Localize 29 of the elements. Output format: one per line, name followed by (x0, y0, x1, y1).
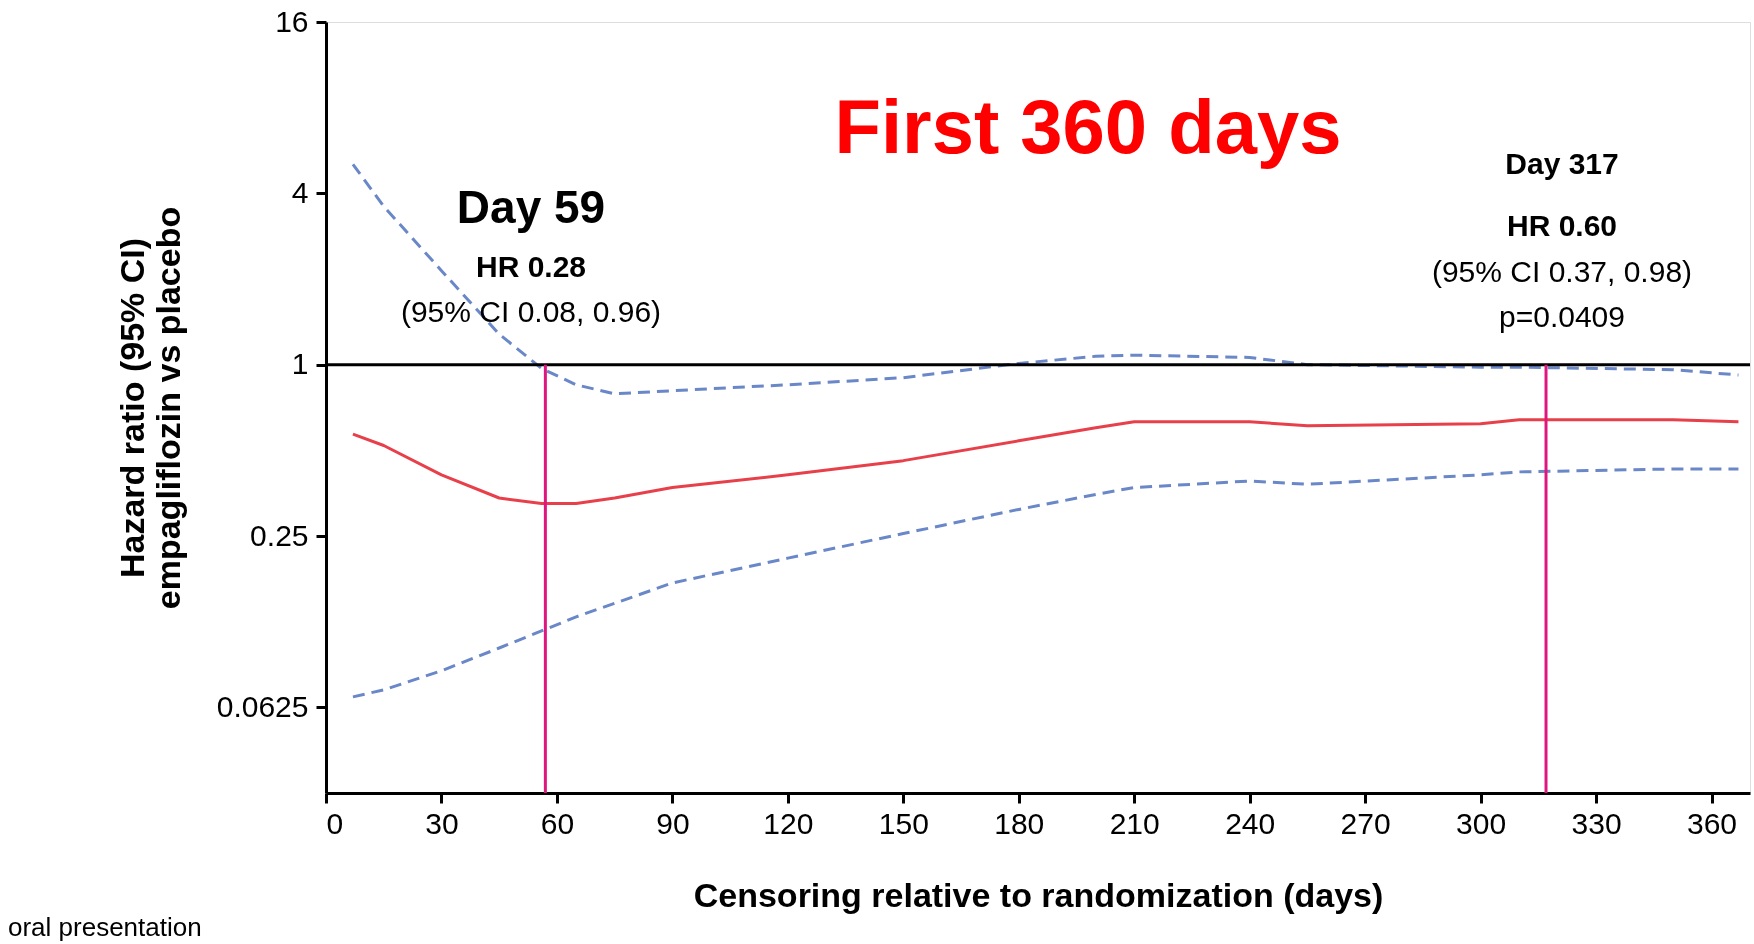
x-tick-label: 120 (763, 806, 814, 840)
x-tick-label: 210 (1109, 806, 1160, 840)
text: oral presentation (8, 912, 202, 942)
text: First 360 days (834, 84, 1342, 169)
x-tick-label: 240 (1225, 806, 1276, 840)
annotation: HR 0.28 (475, 250, 587, 283)
y-tick-label: 4 (291, 175, 309, 209)
y-tick-label: 0.25 (250, 518, 309, 552)
x-tick-label: 90 (656, 806, 690, 840)
annotation: (95% CI 0.08, 0.96) (400, 295, 662, 328)
x-tick-label: 30 (425, 806, 459, 840)
annotation: p=0.0409 (1499, 300, 1625, 333)
x-tick-label: 150 (878, 806, 929, 840)
annotation: HR 0.60 (1506, 209, 1618, 242)
annotation: Day 59 (456, 181, 606, 233)
x-axis-title: Censoring relative to randomization (days) (693, 875, 1384, 914)
y-tick-label: 0.0625 (216, 689, 309, 723)
annotation: Day 317 (1505, 147, 1619, 180)
x-tick-label: 300 (1456, 806, 1507, 840)
y-tick-label: 16 (275, 4, 309, 38)
y-axis-title: Hazard ratio (95% CI) empagliflozin vs placebo (112, 206, 187, 610)
y-tick-label: 1 (291, 347, 309, 381)
x-tick-label: 330 (1571, 806, 1622, 840)
x-tick-label: 0 (326, 806, 344, 840)
x-tick-label: 360 (1686, 806, 1738, 840)
x-tick-label: 270 (1340, 806, 1391, 840)
x-tick-label: 180 (994, 806, 1045, 840)
x-tick-label: 60 (540, 806, 575, 840)
annotation: (95% CI 0.37, 0.98) (1431, 255, 1693, 288)
